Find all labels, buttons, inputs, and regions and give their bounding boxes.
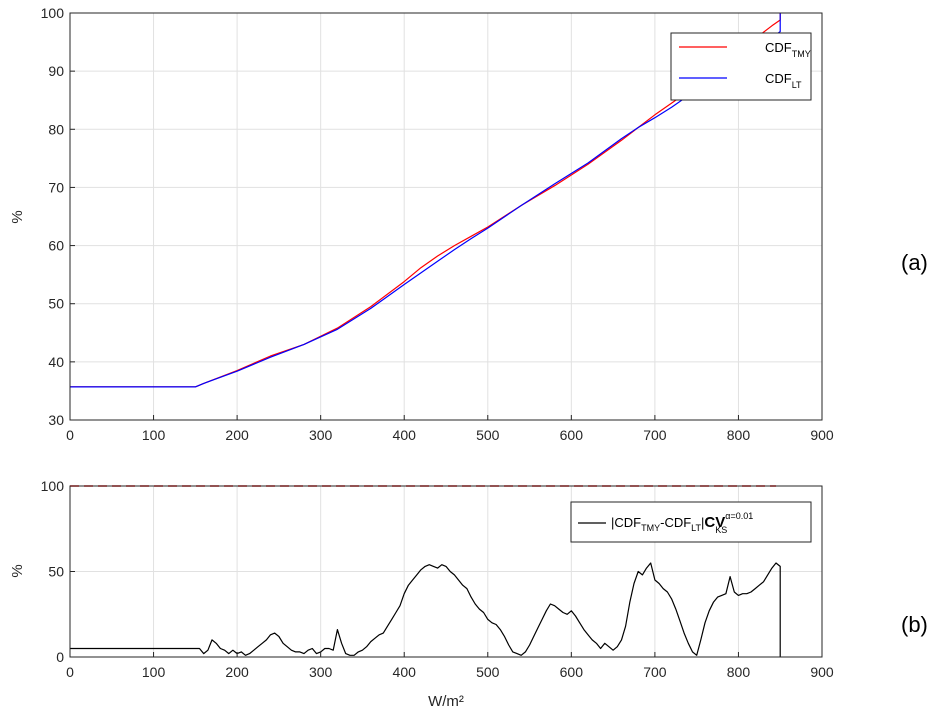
chart-a-xtick-label-3: 300 — [309, 427, 333, 443]
chart-a-xtick-label-5: 500 — [476, 427, 500, 443]
legend-label-lt-main: CDF — [765, 71, 792, 86]
legend-diff-s1: TMY — [641, 523, 660, 533]
legend-diff-sub: KS — [715, 525, 727, 535]
panel-label-a: (a) — [901, 250, 928, 275]
legend-label-tmy-main: CDF — [765, 40, 792, 55]
panel-label-b: (b) — [901, 612, 928, 637]
chart-a: 0 100 200 300 400 500 600 700 800 900 30 40 50 60 70 80… — [9, 5, 928, 443]
chart-a-ylabel: % — [9, 210, 26, 223]
chart-a-ytick-label-2: 50 — [48, 296, 64, 312]
chart-a-ytick-label-4: 70 — [48, 179, 64, 195]
chart-a-xtick-label-0: 0 — [66, 427, 74, 443]
chart-a-ytick-label-7: 100 — [41, 5, 65, 21]
chart-a-xtick-label-1: 100 — [142, 427, 166, 443]
chart-a-xtick-label-2: 200 — [225, 427, 249, 443]
chart-b-xtick-label-3: 300 — [309, 664, 333, 680]
chart-a-frame — [69, 12, 823, 421]
chart-b-ylabel: % — [9, 564, 26, 577]
chart-b-xtick-label-7: 700 — [643, 664, 667, 680]
legend-label-lt-sub: LT — [792, 80, 802, 90]
chart-a-ticks: 0 100 200 300 400 500 600 700 800 900 30 40 50 60 70 80… — [41, 5, 834, 443]
legend-label-tmy: CDFTMY — [765, 40, 811, 59]
chart-b-ytick-label-1: 50 — [48, 564, 64, 580]
legend-label-lt: CDFLT — [765, 71, 802, 90]
chart-b-ticks: 0 100 200 300 400 500 600 700 800 900 0 50 100 — [41, 478, 834, 680]
chart-b-xtick-label-0: 0 — [66, 664, 74, 680]
chart-a-legend: CDFTMY CDFLT — [670, 32, 812, 101]
chart-b-xtick-label-4: 400 — [393, 664, 417, 680]
chart-a-legend-box — [670, 32, 812, 101]
chart-b-xtick-label-9: 900 — [810, 664, 834, 680]
chart-a-ytick-label-0: 30 — [48, 412, 64, 428]
chart-b-legend: |CDFTMY-CDFLT|CVα=0.01 KS — [570, 501, 812, 543]
legend-diff-cv: CV — [704, 514, 725, 531]
chart-a-ytick-label-1: 40 — [48, 354, 64, 370]
chart-b-series-0 — [70, 562, 781, 657]
legend-diff-p3: | — [701, 515, 704, 530]
chart-b: 0 100 200 300 400 500 600 700 800 900 0 50 100 % W/m… — [9, 478, 928, 710]
legend-diff-s2: LT — [691, 523, 701, 533]
chart-a-ytick-label-3: 60 — [48, 238, 64, 254]
chart-b-ytick-label-0: 0 — [56, 649, 64, 665]
chart-b-xtick-label-5: 500 — [476, 664, 500, 680]
legend-label-tmy-sub: TMY — [792, 49, 811, 59]
chart-b-xtick-label-1: 100 — [142, 664, 166, 680]
chart-a-xtick-label-9: 900 — [810, 427, 834, 443]
chart-b-xtick-label-6: 600 — [560, 664, 584, 680]
chart-b-ytick-label-2: 100 — [41, 478, 65, 494]
chart-b-xtick-label-2: 200 — [225, 664, 249, 680]
legend-diff-p2: -CDF — [660, 515, 691, 530]
chart-b-xlabel: W/m² — [428, 693, 464, 710]
legend-diff-sup: α=0.01 — [725, 511, 753, 521]
chart-a-ytick-label-6: 90 — [48, 63, 64, 79]
chart-b-xtick-label-8: 800 — [727, 664, 751, 680]
chart-a-ytick-label-5: 80 — [48, 121, 64, 137]
chart-a-xtick-label-4: 400 — [393, 427, 417, 443]
legend-diff-p1: |CDF — [611, 515, 641, 530]
chart-a-xtick-label-6: 600 — [560, 427, 584, 443]
chart-b-legend-box — [570, 501, 812, 543]
chart-a-xtick-label-8: 800 — [727, 427, 751, 443]
chart-a-xtick-label-7: 700 — [643, 427, 667, 443]
legend-label-diff: |CDFTMY-CDFLT|CVα=0.01 KS — [611, 511, 753, 535]
